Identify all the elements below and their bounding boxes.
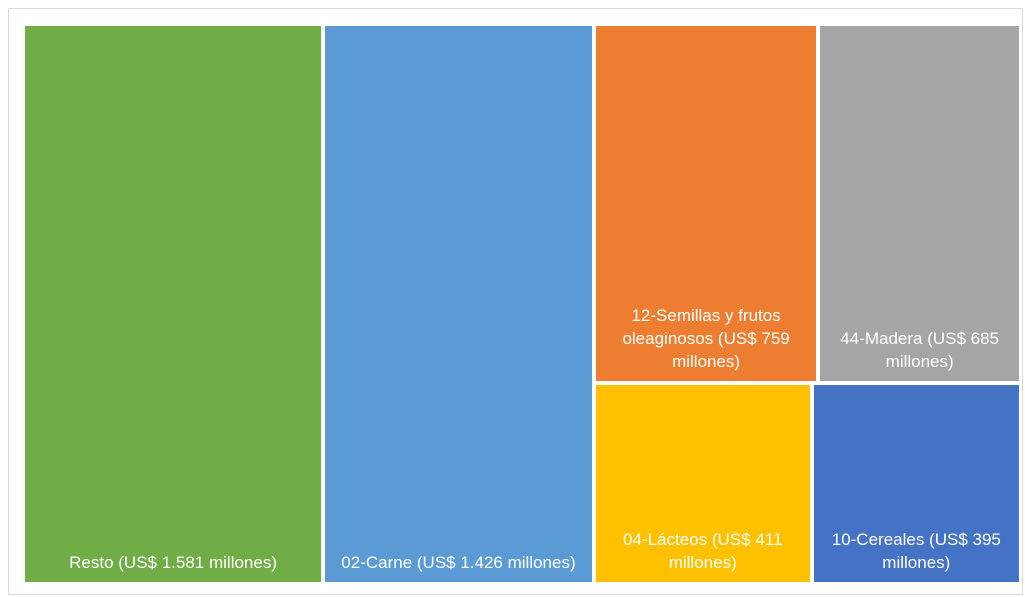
treemap-tile: 44-Madera (US$ 685 millones) bbox=[820, 26, 1019, 382]
chart: Resto (US$ 1.581 millones) 02-Carne (US$ … bbox=[8, 8, 1023, 595]
treemap-tile: Resto (US$ 1.581 millones) bbox=[25, 26, 322, 582]
treemap-tile: 12-Semillas y frutos oleaginosos (US$ 75… bbox=[595, 26, 817, 382]
treemap-tile: 04-Lácteos (US$ 411 millones) bbox=[595, 385, 810, 582]
treemap-tile: 02-Carne (US$ 1.426 millones) bbox=[325, 26, 592, 582]
tile-label: 02-Carne (US$ 1.426 millones) bbox=[341, 553, 576, 572]
tile-label: 10-Cereales (US$ 395 millones) bbox=[831, 529, 1001, 572]
tile-label: Resto (US$ 1.581 millones) bbox=[69, 553, 277, 572]
tile-label: 12-Semillas y frutos oleaginosos (US$ 75… bbox=[622, 306, 790, 372]
tile-label: 04-Lácteos (US$ 411 millones) bbox=[623, 529, 783, 572]
tile-label: 44-Madera (US$ 685 millones) bbox=[840, 329, 1000, 372]
treemap-tile: 10-Cereales (US$ 395 millones) bbox=[813, 385, 1019, 582]
